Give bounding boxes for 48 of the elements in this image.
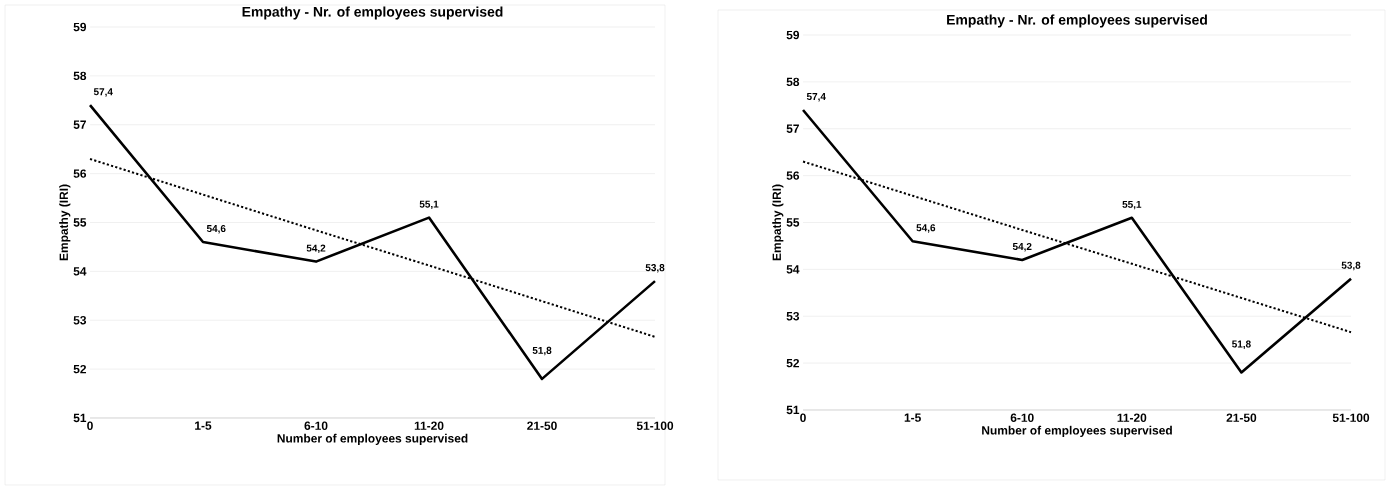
x-tick-label: 51-100 xyxy=(636,421,674,430)
y-tick-label: 56 xyxy=(73,169,87,178)
chart-title: Empathy - Nr. of employees supervised xyxy=(242,6,503,20)
x-tick-label: 21-50 xyxy=(1226,413,1257,422)
data-label: 53,8 xyxy=(1341,261,1361,271)
y-tick-label: 57 xyxy=(73,120,86,129)
y-tick-label: 59 xyxy=(73,22,87,32)
x-tick-label: 6-10 xyxy=(304,421,328,430)
y-tick-label: 58 xyxy=(786,77,800,87)
x-tick-label: 0 xyxy=(87,421,93,430)
y-tick-label: 55 xyxy=(786,218,800,227)
y-tick-label: 57 xyxy=(786,124,799,133)
x-tick-label: 11-20 xyxy=(414,421,444,430)
y-tick-label: 54 xyxy=(73,267,87,276)
data-label: 54,6 xyxy=(206,225,226,234)
y-tick-label: 58 xyxy=(73,71,87,81)
y-tick-label: 53 xyxy=(786,312,800,321)
y-tick-label: 52 xyxy=(786,358,800,368)
y-tick-label: 53 xyxy=(73,316,87,325)
x-tick-label: 1-5 xyxy=(904,413,921,422)
x-tick-label: 6-10 xyxy=(1010,413,1034,422)
y-tick-label: 51 xyxy=(73,413,87,423)
y-tick-label: 59 xyxy=(786,30,800,40)
y-tick-label: 51 xyxy=(786,405,800,415)
y-tick-label: 54 xyxy=(786,265,800,274)
data-label: 57,4 xyxy=(93,88,113,97)
x-tick-label: 51-100 xyxy=(1332,413,1370,422)
y-tick-label: 52 xyxy=(73,364,87,374)
x-axis-title: Number of employees supervised xyxy=(982,425,1172,437)
y-tick-label: 56 xyxy=(786,171,800,180)
x-tick-label: 1-5 xyxy=(195,421,212,430)
y-axis-title: Empathy (IRI) xyxy=(59,184,71,261)
x-axis-title: Number of employees supervised xyxy=(277,433,468,445)
data-label: 54,2 xyxy=(306,244,326,254)
data-label: 53,8 xyxy=(645,264,665,273)
data-label: 55,1 xyxy=(419,200,439,210)
data-label: 55,1 xyxy=(1122,200,1142,210)
y-tick-label: 55 xyxy=(73,218,87,227)
data-label: 51,8 xyxy=(532,346,552,356)
x-tick-label: 11-20 xyxy=(1117,413,1147,422)
data-label: 57,4 xyxy=(806,93,826,102)
x-tick-label: 0 xyxy=(800,413,806,422)
chart-title: Empathy - Nr. of employees supervised xyxy=(947,14,1207,28)
x-tick-label: 21-50 xyxy=(527,421,557,430)
y-axis-title: Empathy (IRI) xyxy=(772,184,784,261)
data-label: 54,6 xyxy=(916,224,936,233)
data-label: 54,2 xyxy=(1012,242,1032,252)
data-label: 51,8 xyxy=(1232,340,1251,349)
